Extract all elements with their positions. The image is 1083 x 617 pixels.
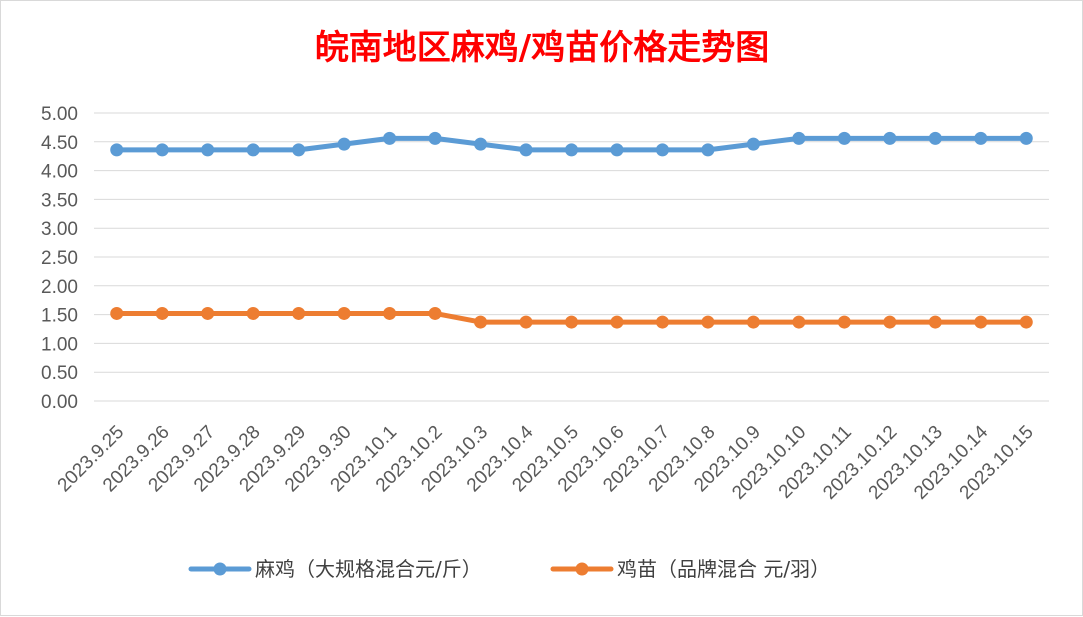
y-tick-label: 1.00	[41, 334, 78, 355]
data-point	[519, 315, 533, 329]
legend-label: 麻鸡（大规格混合元/斤）	[255, 557, 482, 581]
y-tick-label: 4.00	[41, 162, 78, 183]
data-point	[928, 315, 942, 329]
data-point	[974, 315, 988, 329]
y-tick-label: 2.50	[41, 248, 78, 269]
data-point	[1019, 131, 1033, 145]
legend-item: 麻鸡（大规格混合元/斤）	[188, 557, 482, 581]
data-point	[610, 143, 624, 157]
data-point	[883, 131, 897, 145]
y-tick-label: 5.00	[41, 104, 78, 125]
data-point	[110, 143, 124, 157]
data-point	[337, 137, 351, 151]
data-point	[246, 143, 260, 157]
data-point	[1019, 315, 1033, 329]
y-tick-label: 1.50	[41, 306, 78, 327]
data-point	[974, 131, 988, 145]
data-point	[792, 315, 806, 329]
legend-label: 鸡苗（品牌混合 元/羽）	[617, 557, 830, 581]
data-point	[337, 306, 351, 320]
y-tick-label: 4.50	[41, 133, 78, 154]
data-point	[565, 143, 578, 157]
y-tick-label: 0.00	[41, 392, 78, 413]
y-tick-label: 3.00	[41, 219, 78, 240]
data-point	[155, 143, 169, 157]
x-axis-tick-labels: 2023.9.252023.9.262023.9.272023.9.282023…	[54, 421, 1038, 503]
series-2	[110, 306, 1033, 329]
data-point	[837, 315, 851, 329]
data-point	[474, 315, 488, 329]
data-point	[110, 306, 124, 320]
chart-title: 皖南地区麻鸡/鸡苗价格走势图	[315, 28, 769, 68]
data-point	[201, 143, 215, 157]
series-lines	[110, 131, 1033, 329]
data-point	[292, 306, 306, 320]
data-point	[746, 315, 760, 329]
y-tick-label: 3.50	[41, 190, 78, 211]
legend-marker	[575, 562, 589, 576]
y-tick-label: 0.50	[41, 363, 78, 384]
data-point	[610, 315, 624, 329]
legend-marker	[213, 562, 227, 576]
data-point	[155, 306, 169, 320]
data-point	[383, 131, 397, 145]
data-point	[792, 131, 806, 145]
data-point	[837, 131, 851, 145]
data-point	[655, 315, 669, 329]
y-axis-tick-labels: 0.00 0.50 1.00 1.50 2.00 2.50 3.00 3.50 4.00 4.50…	[41, 104, 78, 413]
data-point	[565, 315, 578, 329]
data-point	[474, 137, 488, 151]
data-point	[246, 306, 260, 320]
legend-item: 鸡苗（品牌混合 元/羽）	[550, 557, 830, 581]
data-point	[519, 143, 533, 157]
data-point	[701, 143, 715, 157]
data-point	[928, 131, 942, 145]
data-point	[655, 143, 669, 157]
data-point	[201, 306, 215, 320]
y-tick-label: 2.00	[41, 277, 78, 298]
data-point	[701, 315, 715, 329]
data-point	[428, 306, 442, 320]
legend: 麻鸡（大规格混合元/斤） 鸡苗（品牌混合 元/羽）	[188, 557, 830, 581]
data-point	[292, 143, 306, 157]
data-point	[746, 137, 760, 151]
series-1	[110, 131, 1033, 157]
data-point	[428, 131, 442, 145]
data-point	[383, 306, 397, 320]
data-point	[883, 315, 897, 329]
